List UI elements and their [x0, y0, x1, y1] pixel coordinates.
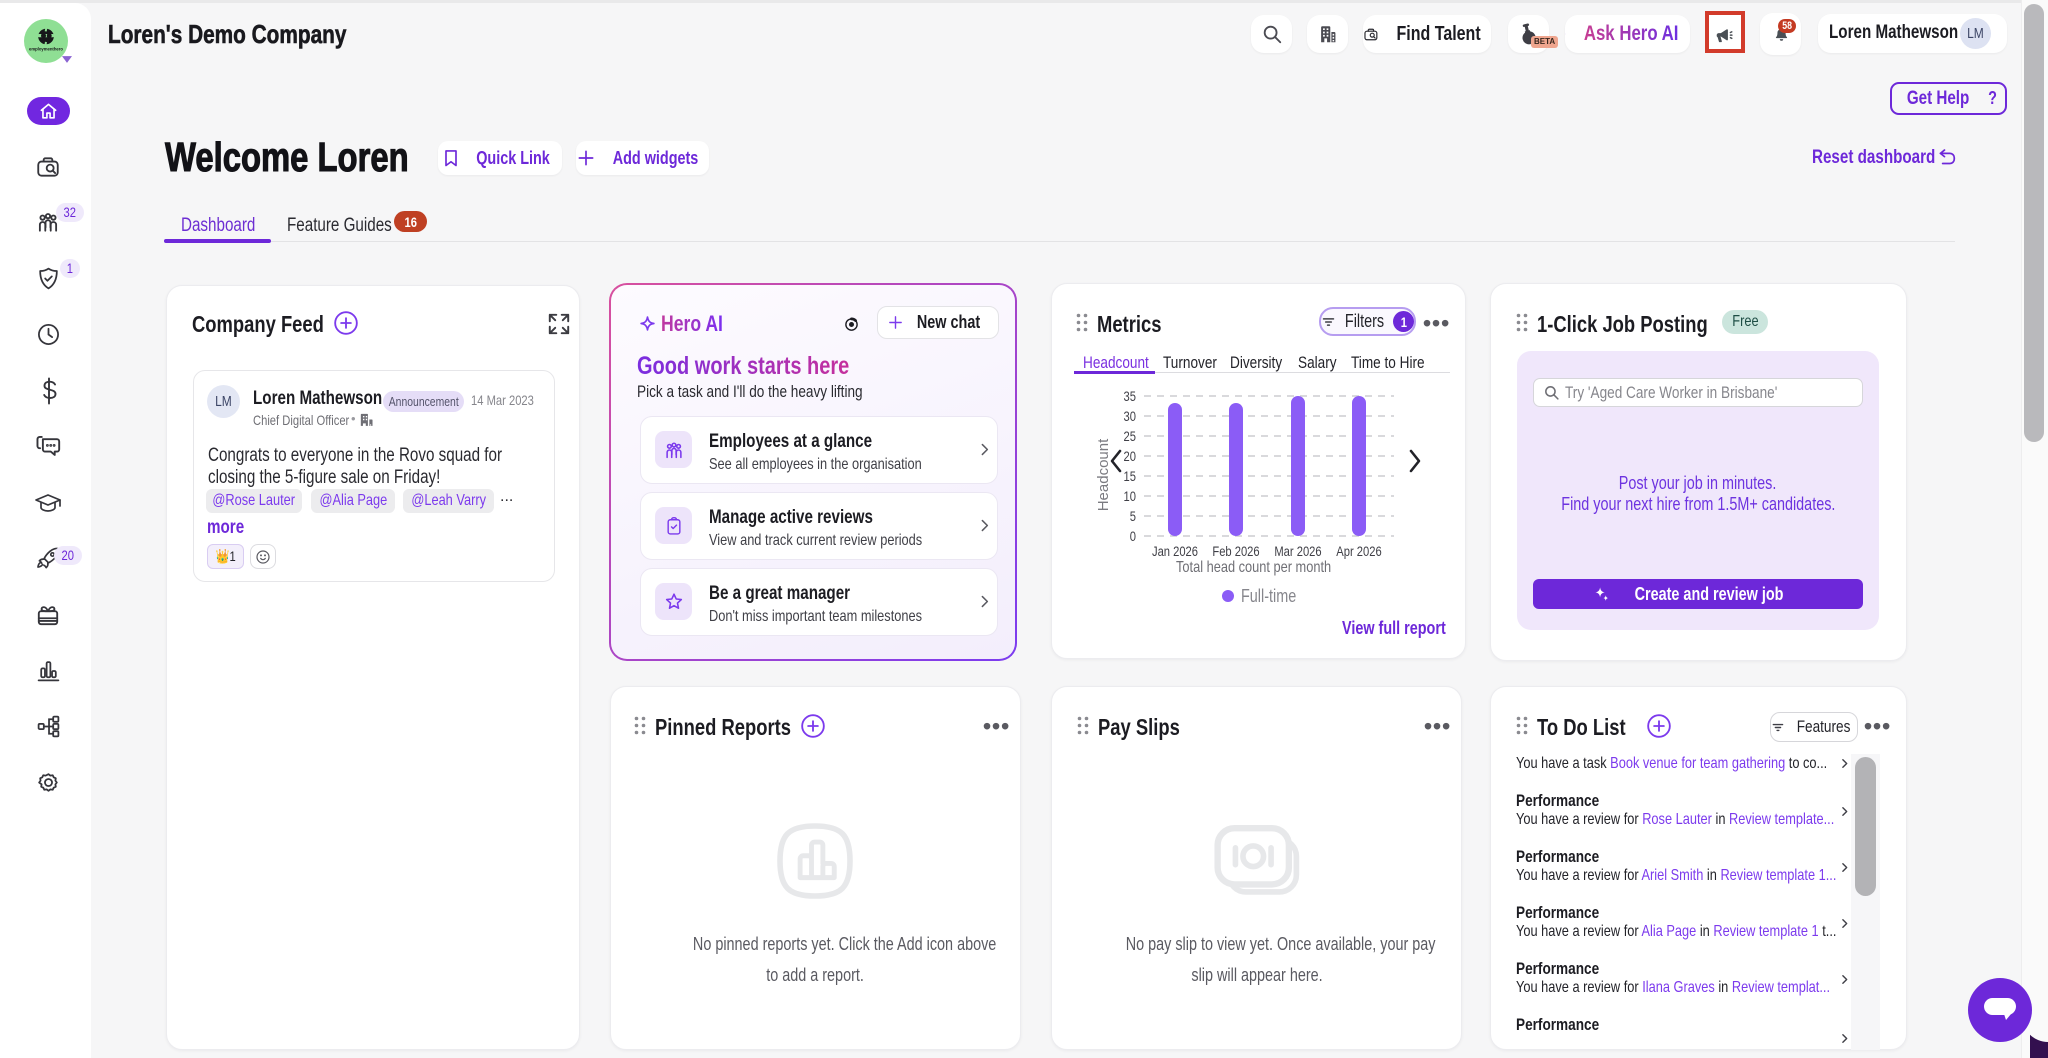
svg-text:25: 25	[1124, 429, 1136, 444]
svg-text:20: 20	[1124, 449, 1136, 464]
svg-text:30: 30	[1124, 409, 1136, 424]
svg-text:35: 35	[1124, 389, 1136, 404]
svg-text:Jan 2026: Jan 2026	[1152, 544, 1198, 559]
svg-text:10: 10	[1124, 489, 1136, 504]
svg-text:Mar 2026: Mar 2026	[1274, 544, 1321, 559]
svg-text:5: 5	[1130, 509, 1136, 524]
svg-text:0: 0	[1130, 529, 1136, 544]
svg-text:Headcount: Headcount	[1095, 438, 1112, 511]
svg-text:Feb 2026: Feb 2026	[1212, 544, 1259, 559]
svg-text:employmenthero: employmenthero	[29, 46, 63, 51]
svg-text:15: 15	[1124, 469, 1136, 484]
svg-text:Apr 2026: Apr 2026	[1336, 544, 1381, 559]
